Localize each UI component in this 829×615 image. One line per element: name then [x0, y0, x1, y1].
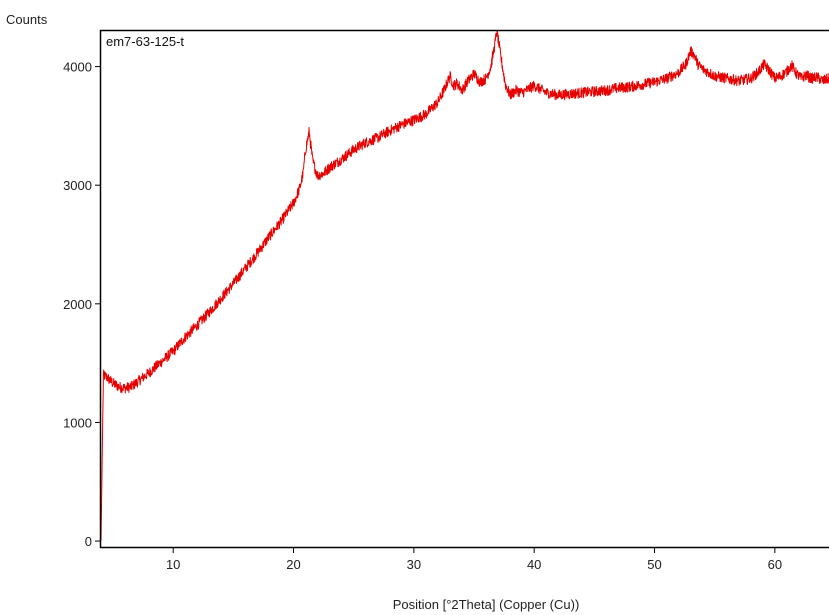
series-group	[101, 31, 829, 542]
legend-entry: em7-63-125-t	[106, 34, 184, 49]
y-axis-label: Counts	[6, 12, 48, 27]
y-tick-label: 3000	[63, 178, 92, 193]
y-tick-label: 1000	[63, 415, 92, 430]
y-tick-label: 4000	[63, 60, 92, 75]
plot-frame	[99, 29, 829, 549]
x-tick-label: 10	[166, 557, 180, 572]
y-tick-label: 0	[85, 534, 92, 549]
x-tick-label: 60	[768, 557, 782, 572]
y-tick-label: 2000	[63, 297, 92, 312]
plot-area	[101, 31, 829, 542]
series-line	[101, 31, 829, 542]
x-tick-label: 30	[407, 557, 421, 572]
x-tick-label: 50	[647, 557, 661, 572]
x-axis-label: Position [°2Theta] (Copper (Cu))	[393, 597, 580, 612]
x-tick-label: 40	[527, 557, 541, 572]
x-tick-label: 20	[286, 557, 300, 572]
y-axis-ticks: 0 1000 2000 3000 4000	[63, 60, 101, 549]
